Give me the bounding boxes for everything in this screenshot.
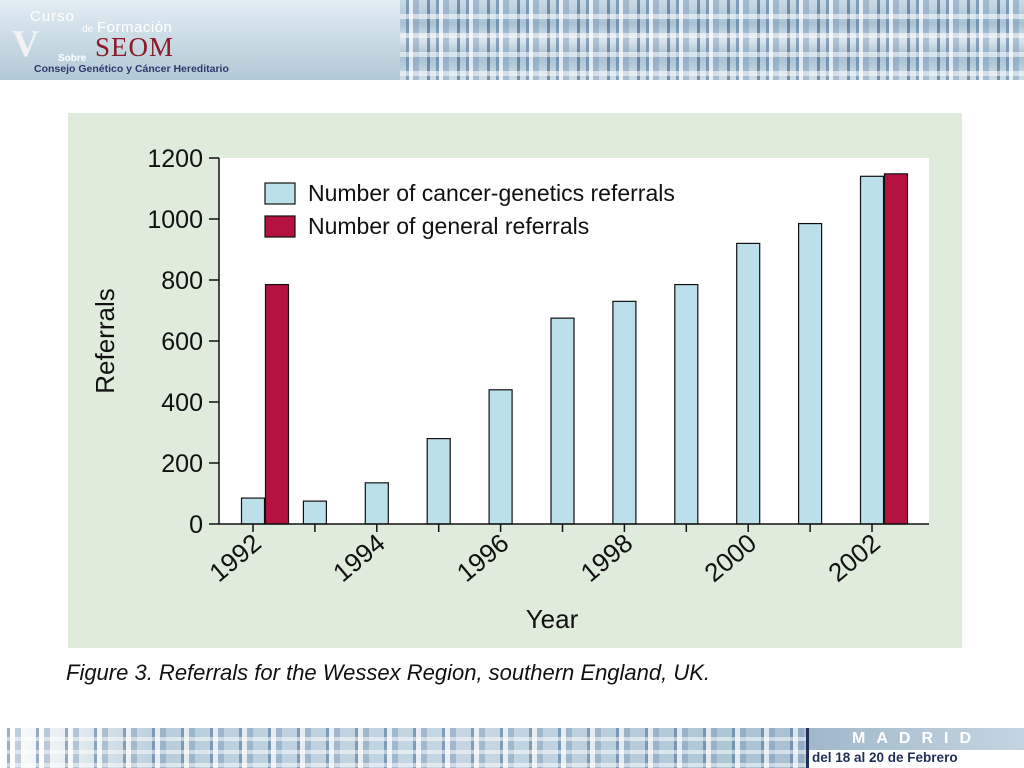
y-tick-label-0: 0 [189,511,203,539]
bar-cancer-genetics-1992 [240,497,266,525]
referrals-bar-chart: 0 200 400 600 800 1000 1200 1992 1994 1996 1998 200… [90,145,929,634]
bar-cancer-genetics-1993 [302,500,327,525]
y-axis-label: Referrals [90,288,120,393]
figure-panel: 0 200 400 600 800 1000 1200 1992 1994 1996 1998 200… [68,113,962,648]
x-axis-label: Year [526,604,579,634]
legend-label-general: Number of general referrals [308,213,589,239]
logo-formacion-text: Formación [97,19,173,36]
y-tick-label-200: 200 [161,450,203,478]
footer-decorative-stripes [0,728,808,768]
footer-city: MADRID [852,730,982,747]
y-tick-label-600: 600 [161,328,203,356]
logo-sobre-text: Sobre [58,53,87,64]
footer-dates: del 18 al 20 de Febrero [812,750,958,765]
y-tick-label-1200: 1200 [147,145,203,173]
footer-banner: MADRID del 18 al 20 de Febrero [0,728,1024,768]
logo-seom-text: SEOM [95,32,175,62]
legend-swatch-cancer-genetics [264,182,296,205]
x-tick-label-2002: 2002 [822,528,886,588]
x-tick-label-1994: 1994 [327,528,391,588]
bar-cancer-genetics-1997 [550,317,575,525]
bar-cancer-genetics-2002 [859,175,885,525]
x-tick-label-1996: 1996 [451,528,515,588]
bar-cancer-genetics-2000 [736,242,761,525]
bar-cancer-genetics-1994 [364,482,389,525]
logo-de-text: de [82,24,94,35]
legend-swatch-general [264,215,296,238]
x-tick-label-1998: 1998 [575,528,639,588]
bar-cancer-genetics-1996 [488,389,513,525]
x-tick-label-1992: 1992 [203,528,267,588]
footer-divider [806,728,809,768]
y-tick-label-800: 800 [161,267,203,295]
y-tick-label-1000: 1000 [147,206,203,234]
course-logo: V Curso de Formación SEOM Sobre Consejo … [0,0,400,80]
logo-curso-text: Curso [30,8,76,25]
header-decorative-stripes [400,0,1024,80]
legend-label-cancer-genetics: Number of cancer-genetics referrals [308,180,675,206]
figure-caption: Figure 3. Referrals for the Wessex Regio… [66,660,711,685]
y-tick-label-400: 400 [161,389,203,417]
logo-roman-numeral: V [12,23,40,65]
bar-general-1992 [264,283,290,525]
x-tick-label-2000: 2000 [698,528,762,588]
bar-cancer-genetics-1995 [426,438,451,525]
header-banner: V Curso de Formación SEOM Sobre Consejo … [0,0,1024,80]
bar-cancer-genetics-2001 [797,222,823,525]
bar-general-2002 [883,173,909,525]
logo-subtitle: Consejo Genético y Cáncer Hereditario [34,63,229,75]
footer-city-band [809,728,1024,750]
bar-cancer-genetics-1999 [674,283,699,525]
bar-cancer-genetics-1998 [612,300,637,525]
